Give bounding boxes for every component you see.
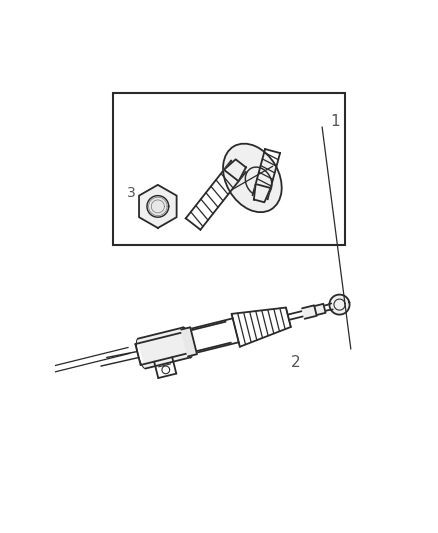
Ellipse shape xyxy=(223,144,282,212)
Polygon shape xyxy=(181,327,197,357)
Circle shape xyxy=(147,196,169,217)
Text: 3: 3 xyxy=(127,185,136,199)
Polygon shape xyxy=(254,184,271,203)
Polygon shape xyxy=(329,295,350,314)
Bar xyxy=(113,93,346,245)
Text: 1: 1 xyxy=(330,114,339,129)
Polygon shape xyxy=(138,327,191,368)
Text: 2: 2 xyxy=(291,355,301,370)
Polygon shape xyxy=(224,159,246,181)
Polygon shape xyxy=(302,305,317,319)
Ellipse shape xyxy=(245,167,272,197)
Polygon shape xyxy=(314,304,325,315)
Polygon shape xyxy=(139,185,177,228)
